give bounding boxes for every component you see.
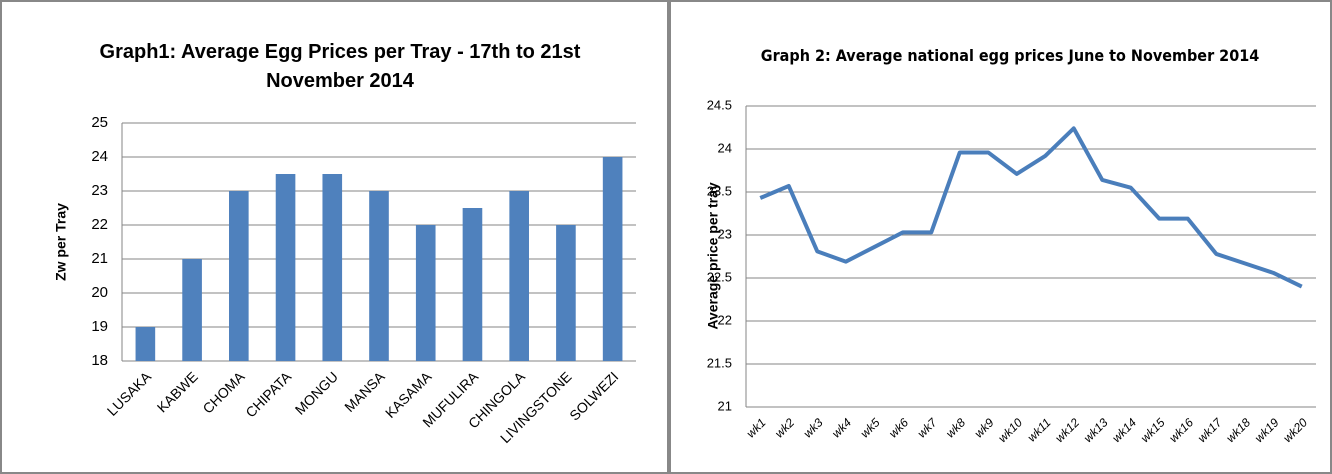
bar — [135, 327, 156, 361]
x-tick-label: CHOMA — [199, 368, 248, 417]
bar — [275, 174, 296, 361]
x-tick-label: wk11 — [1025, 415, 1054, 444]
x-tick-label: wk4 — [829, 415, 854, 440]
x-tick-label: CHIPATA — [242, 368, 294, 420]
x-tick-label: wk7 — [915, 415, 941, 441]
bar — [509, 191, 529, 361]
y-tick-label: 24 — [91, 148, 108, 165]
bar — [369, 191, 389, 361]
x-tick-label: MANSA — [341, 368, 388, 415]
y-tick-label: 22 — [718, 312, 732, 327]
y-axis-label: Zw per Tray — [53, 203, 69, 281]
y-tick-label: 18 — [91, 352, 108, 369]
bar — [322, 174, 343, 361]
x-tick-label: wk6 — [886, 415, 911, 440]
x-tick-label: wk1 — [744, 415, 769, 440]
x-tick-label: wk9 — [972, 415, 997, 440]
y-tick-label: 23.5 — [707, 183, 732, 198]
bar — [229, 191, 249, 361]
y-axis-label: Average price per tray — [705, 182, 721, 330]
x-tick-label: SOLWEZI — [566, 368, 621, 423]
x-tick-label: wk20 — [1280, 415, 1310, 445]
chart-title: Graph1: Average Egg Prices per Tray - 17… — [99, 41, 581, 92]
x-tick-label: KABWE — [154, 368, 201, 415]
bar — [462, 208, 483, 361]
y-tick-label: 25 — [91, 114, 108, 131]
y-tick-label: 24 — [718, 140, 732, 155]
bar — [415, 225, 436, 361]
x-tick-label: wk18 — [1223, 415, 1253, 445]
y-tick-label: 22 — [91, 216, 108, 233]
x-tick-label: LUSAKA — [104, 368, 155, 419]
x-tick-label: MONGU — [292, 368, 341, 417]
x-tick-label: wk14 — [1109, 415, 1139, 445]
bar — [556, 225, 576, 361]
y-tick-label: 21 — [718, 398, 732, 413]
x-tick-label: wk3 — [801, 415, 826, 440]
chart-title: Graph 2: Average national egg prices Jun… — [760, 46, 1260, 65]
x-tick-label: wk5 — [858, 415, 883, 440]
bar — [182, 259, 202, 361]
bar — [602, 157, 623, 361]
y-tick-label: 19 — [91, 318, 108, 335]
y-tick-label: 23 — [91, 182, 108, 199]
x-tick-label: wk17 — [1195, 415, 1226, 446]
y-tick-label: 21 — [91, 250, 108, 267]
y-tick-label: 22.5 — [707, 269, 732, 284]
y-tick-label: 23 — [718, 226, 732, 241]
line-series — [759, 126, 1303, 289]
y-tick-label: 24.5 — [707, 97, 732, 112]
x-tick-label: wk13 — [1081, 415, 1111, 445]
y-tick-label: 20 — [91, 284, 108, 301]
x-tick-label: wk19 — [1252, 415, 1282, 445]
y-tick-label: 21.5 — [707, 355, 732, 370]
x-tick-label: wk15 — [1138, 415, 1168, 445]
x-tick-label: wk2 — [772, 415, 797, 440]
x-tick-label: wk16 — [1166, 415, 1196, 445]
x-tick-label: wk8 — [943, 415, 968, 440]
x-tick-label: wk10 — [995, 415, 1025, 445]
x-tick-label: wk12 — [1052, 415, 1082, 445]
